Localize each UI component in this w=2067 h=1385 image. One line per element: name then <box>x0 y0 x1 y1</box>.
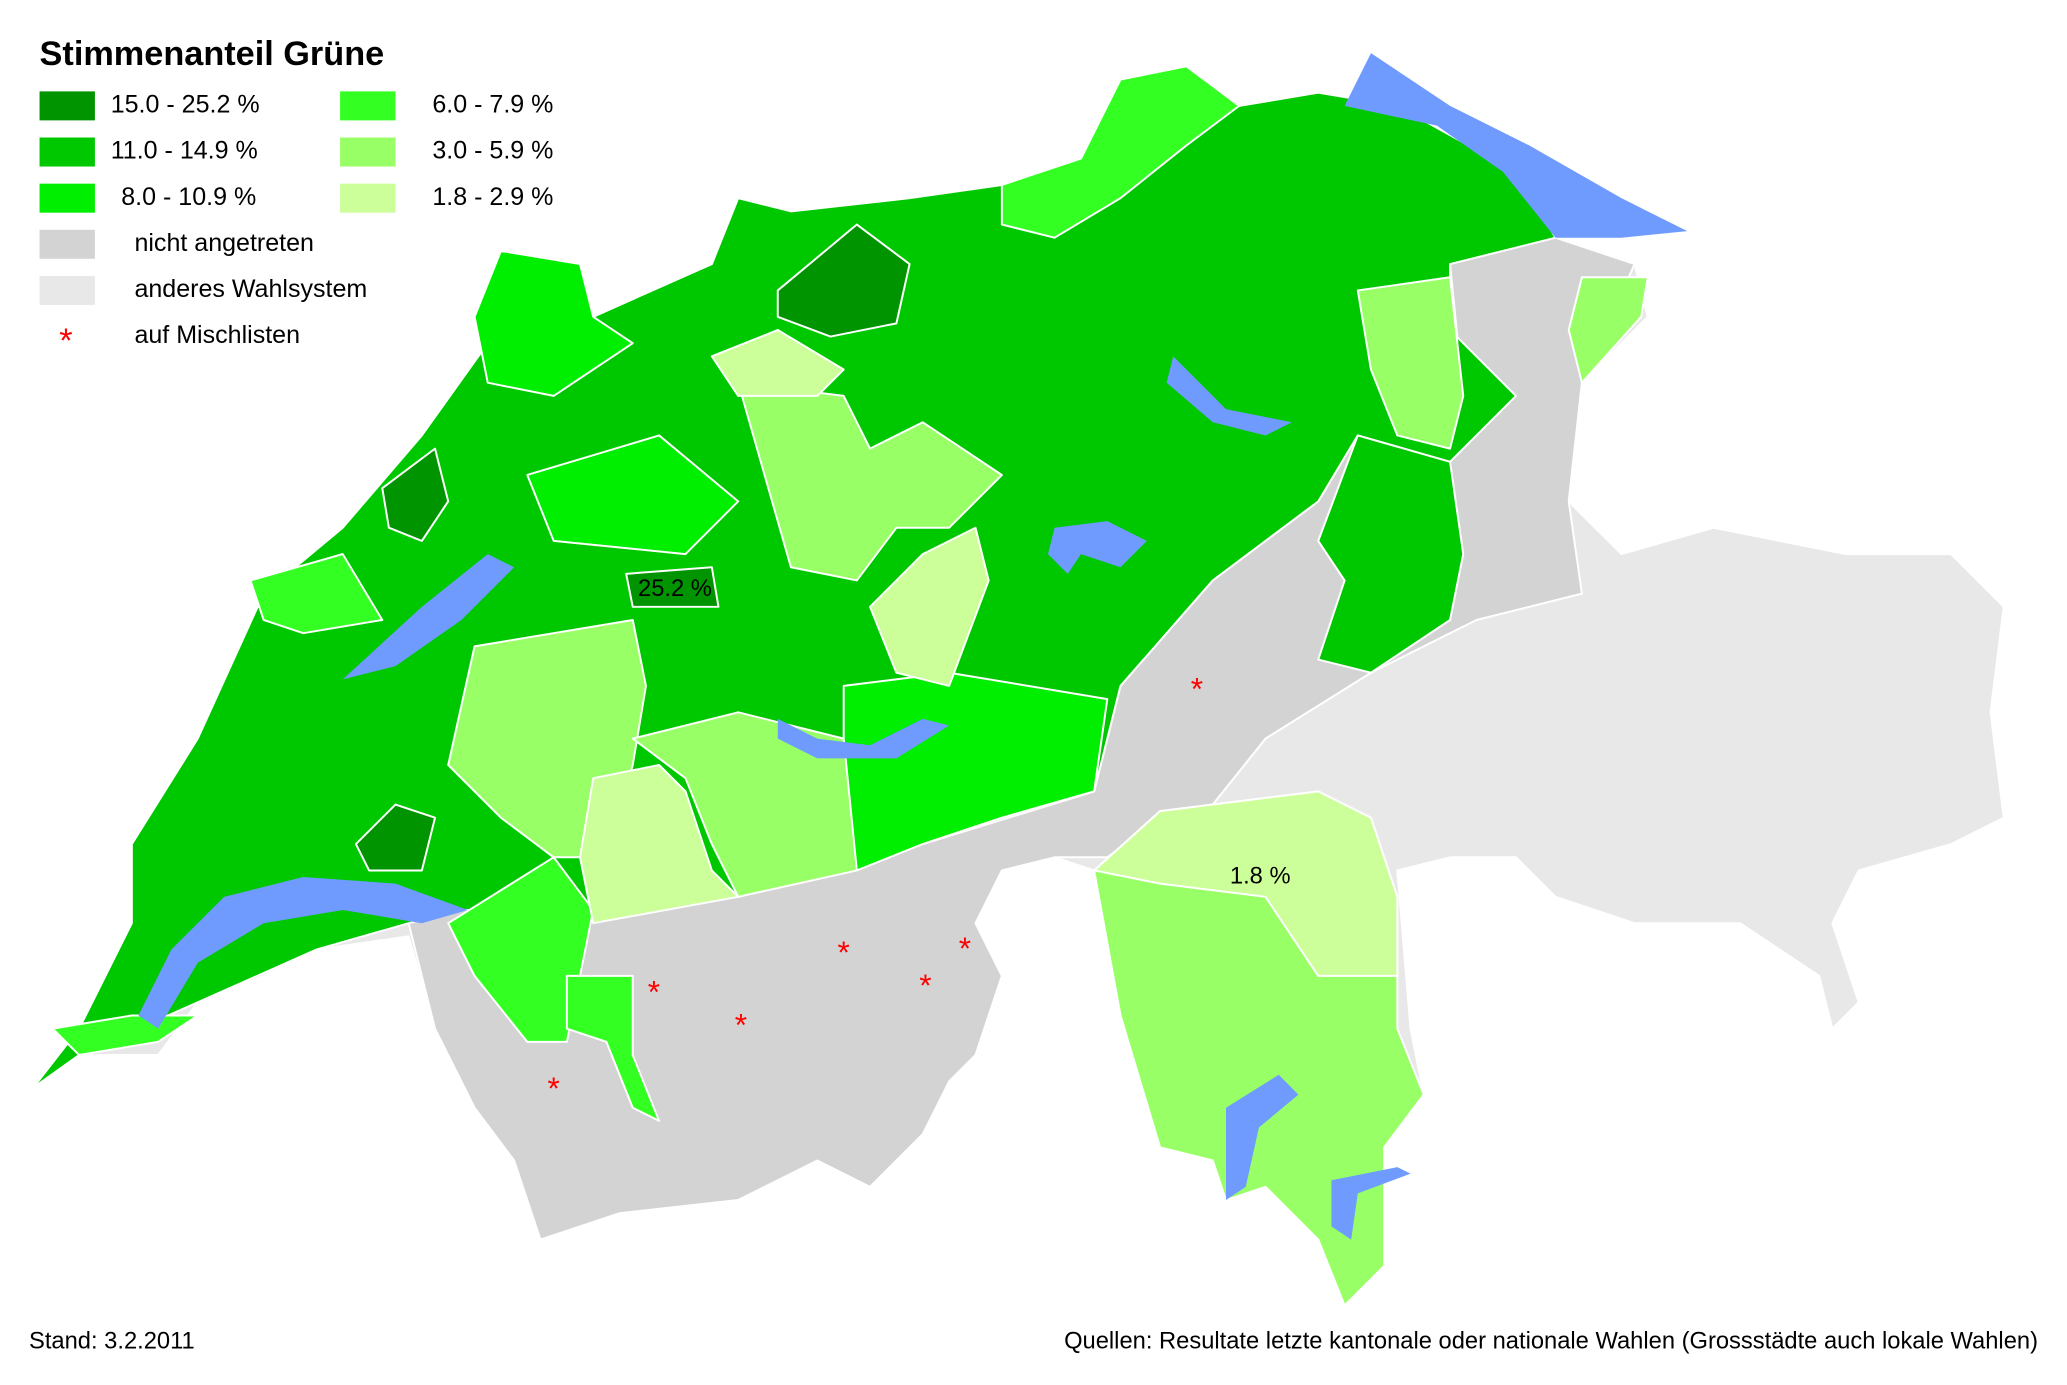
legend-swatch <box>340 137 396 167</box>
region <box>249 553 384 635</box>
annotations: 25.2 % 1.8 % * * * * * * * <box>548 576 1291 1106</box>
mixed-list-marker: * <box>648 974 660 1010</box>
legend-label: nicht angetreten <box>134 229 314 257</box>
mixed-list-marker: * <box>919 967 931 1003</box>
lakes <box>138 53 1688 1240</box>
region <box>565 974 661 1122</box>
legend-title: Stimmenanteil Grüne <box>40 35 385 73</box>
region <box>1356 276 1465 450</box>
legend-swatch <box>39 91 95 121</box>
lake <box>777 718 950 759</box>
region <box>737 381 1003 582</box>
legend-label: 1.8 - 2.9 % <box>432 183 553 211</box>
annotation: 25.2 % <box>638 576 712 602</box>
region <box>526 434 740 556</box>
mixed-list-marker: * <box>838 934 850 970</box>
mixed-list-marker: * <box>735 1007 747 1043</box>
footer-date: Stand: 3.2.2011 <box>29 1329 195 1355</box>
lake <box>342 554 515 680</box>
region <box>381 447 450 542</box>
region <box>1093 790 1399 977</box>
legend-swatch <box>39 229 95 259</box>
legend-swatch <box>340 91 396 121</box>
legend-marker: * <box>59 322 72 360</box>
mixed-list-marker: * <box>548 1070 560 1106</box>
region <box>869 526 990 687</box>
legend-label: 3.0 - 5.9 % <box>432 137 553 165</box>
lake <box>1225 1074 1299 1201</box>
mixed-list-marker: * <box>1191 671 1203 707</box>
region <box>776 223 911 338</box>
region <box>473 249 634 397</box>
region <box>51 1014 199 1057</box>
region <box>1317 434 1465 674</box>
legend-swatch <box>340 183 396 213</box>
footer-sources: Quellen: Resultate letzte kantonale oder… <box>1064 1329 2038 1355</box>
lake <box>138 877 468 1029</box>
legend: 15.0 - 25.2 % 11.0 - 14.9 % 8.0 - 10.9 % 6.… <box>39 90 553 360</box>
region <box>579 764 740 925</box>
legend-label: 6.0 - 7.9 % <box>432 90 553 118</box>
lake <box>1331 1167 1411 1240</box>
region <box>1000 65 1241 239</box>
lake <box>1048 521 1147 574</box>
legend-swatch <box>39 137 95 167</box>
lake <box>1166 356 1292 436</box>
legend-label: anderes Wahlsystem <box>134 275 367 303</box>
lake <box>1344 53 1688 238</box>
legend-label: auf Mischlisten <box>134 321 300 349</box>
annotation: 1.8 % <box>1230 863 1291 889</box>
mixed-list-marker: * <box>959 930 971 966</box>
legend-label: 11.0 - 14.9 % <box>111 137 258 165</box>
region <box>625 566 720 608</box>
legend-swatch <box>39 183 95 213</box>
region <box>354 803 437 872</box>
region <box>710 328 845 397</box>
legend-label: 15.0 - 25.2 % <box>111 90 260 118</box>
legend-label: 8.0 - 10.9 % <box>121 183 256 211</box>
legend-swatch <box>39 275 95 305</box>
region <box>1567 276 1649 384</box>
region <box>631 711 858 898</box>
